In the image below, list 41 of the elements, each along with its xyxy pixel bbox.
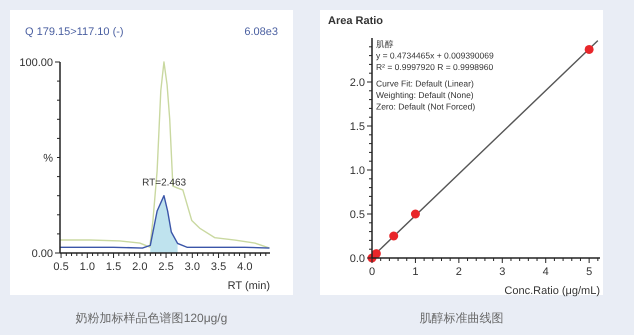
y-tick-label: 100.00 bbox=[19, 57, 53, 69]
point bbox=[410, 210, 420, 218]
x-tick-label: 5 bbox=[586, 266, 592, 278]
y-tick-label: 0.5 bbox=[350, 209, 365, 221]
x-tick-label: 1 bbox=[412, 266, 418, 278]
x-tick-label: 2.5 bbox=[158, 261, 174, 273]
x-tick-label: 0 bbox=[368, 266, 376, 278]
x-tick-label: 0.5 bbox=[53, 261, 69, 273]
line-series bbox=[59, 195, 270, 249]
y-tick-label: 0.00 bbox=[32, 248, 53, 260]
annotation: 肌醇 bbox=[376, 39, 394, 49]
x-tick-label: 3.5 bbox=[210, 261, 226, 273]
x-tick-label: 1.0 bbox=[80, 261, 95, 273]
annotation: Curve Fit: Default (Linear) bbox=[376, 78, 474, 88]
point bbox=[389, 232, 398, 240]
annotation: y = 0.4734465x + 0.009390069 bbox=[376, 50, 494, 60]
y-axis-title: Area Ratio bbox=[328, 15, 384, 27]
text: 奶粉加标样品色谱图120μg/g bbox=[76, 311, 228, 325]
y-tick-label: 1.5 bbox=[350, 121, 365, 133]
line-series bbox=[59, 61, 270, 249]
annotation: Weighting: Default (None) bbox=[376, 90, 474, 100]
annotation: Zero: Default (Not Forced) bbox=[376, 102, 476, 112]
y-tick-label: 1.0 bbox=[350, 165, 365, 177]
x-tick-label: 1.5 bbox=[106, 261, 122, 273]
x-axis-title: RT (min) bbox=[228, 280, 270, 292]
x-tick-label: 2 bbox=[456, 266, 462, 278]
annotation: RT=2.463 bbox=[142, 178, 187, 189]
x-tick-label: 4.0 bbox=[237, 261, 252, 273]
y-axis-title: % bbox=[43, 152, 54, 164]
annotation: R² = 0.9997920 R = 0.9998960 bbox=[376, 62, 494, 72]
y-tick-label: 2.0 bbox=[350, 77, 365, 89]
x-tick-label: 4 bbox=[542, 266, 549, 278]
text: 肌醇标准曲线图 bbox=[420, 311, 504, 325]
chart-title: Q 179.15>117.10 (-) bbox=[25, 26, 124, 38]
x-tick-label: 2.0 bbox=[132, 261, 148, 273]
x-axis-title: Conc.Ratio (μg/mL) bbox=[504, 285, 600, 297]
point bbox=[584, 44, 594, 54]
x-tick-label: 3.0 bbox=[184, 261, 200, 273]
text: 6.08e3 bbox=[244, 26, 278, 38]
y-tick-label: 0.0 bbox=[350, 253, 365, 265]
x-tick-label: 3 bbox=[499, 266, 506, 278]
